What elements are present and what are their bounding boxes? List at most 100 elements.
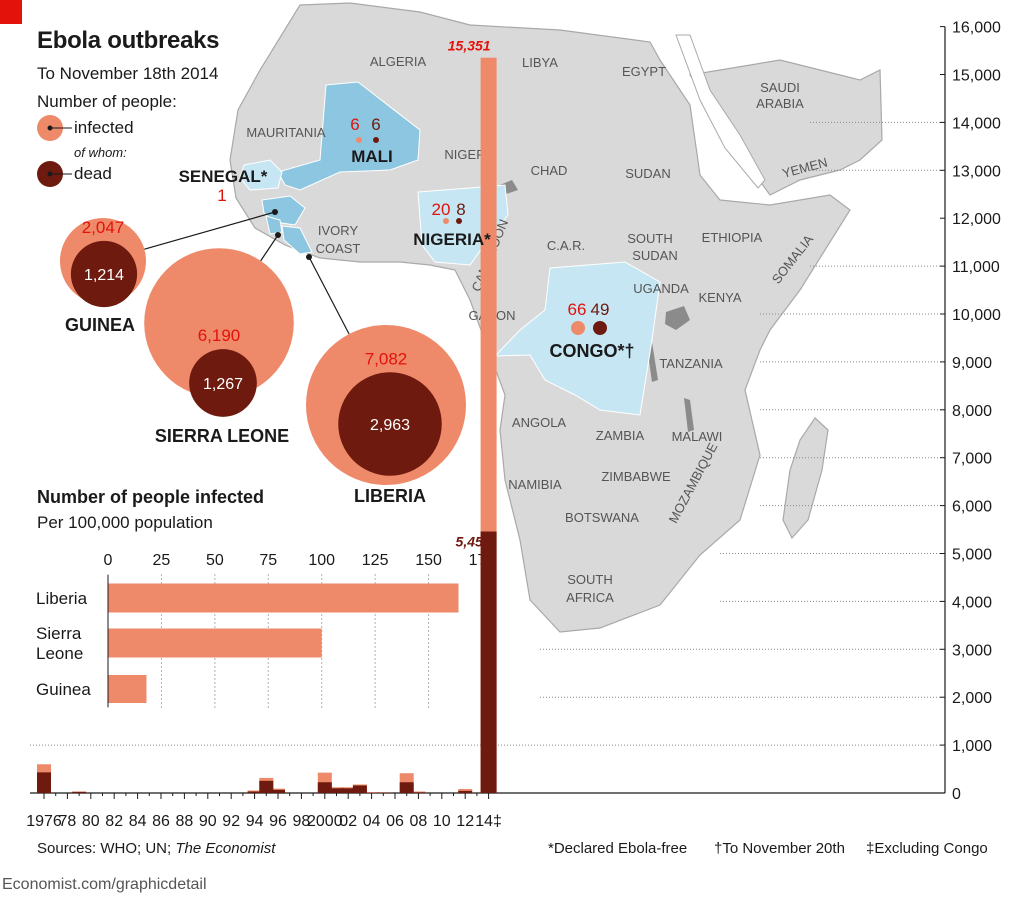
leader-sierra-leone — [260, 234, 279, 262]
timeline-2014-infected-label: 15,351 — [448, 38, 491, 54]
congo-highlight — [493, 261, 661, 416]
country-name-south-sudan-2: SUDAN — [632, 248, 678, 263]
timeline-bar-dead-2002 — [341, 788, 356, 793]
country-name-botswana: BOTSWANA — [565, 510, 639, 525]
timeline-y-tick-15: 15,000 — [952, 68, 1001, 85]
dead-count-mali: 6 — [371, 115, 380, 134]
country-name-chad: CHAD — [531, 163, 568, 178]
timeline-bar-dead-2014 — [480, 531, 497, 793]
infected-count-congo: 66 — [568, 300, 587, 319]
country-label-sierra-leone: SIERRA LEONE — [155, 426, 289, 446]
outbreak-bubbles: 2,047 1,214 GUINEA 6,190 1,267 SIERRA LEONE 7,… — [37, 115, 635, 506]
timeline-y-tick-1: 1,000 — [952, 738, 992, 755]
bubble-dead-liberia — [338, 372, 442, 476]
timeline-bar-infected-2004 — [364, 792, 379, 793]
timeline-y-tick-0: 0 — [952, 786, 961, 803]
country-name-mauritania: MAURITANIA — [246, 125, 326, 140]
bubble-infected-label-sierra-leone: 6,190 — [198, 326, 241, 345]
timeline-x-tick-17: 10 — [433, 813, 451, 830]
country-label-congo: CONGO*† — [549, 341, 634, 361]
country-name-namibia: NAMIBIA — [508, 477, 562, 492]
timeline-x-tick-13: 02 — [339, 813, 357, 830]
timeline-y-tick-10: 10,000 — [952, 307, 1001, 324]
footnote-ebola-free: *Declared Ebola-free — [548, 840, 688, 857]
timeline-x-tick-7: 90 — [199, 813, 217, 830]
timeline-y-tick-5: 5,000 — [952, 547, 992, 564]
country-name-south-africa-2: AFRICA — [566, 590, 614, 605]
timeline-x-tick-6: 88 — [176, 813, 194, 830]
country-name-ivory-coast-1: IVORY — [318, 223, 359, 238]
timeline-x-tick-15: 06 — [386, 813, 404, 830]
timeline-bar-dead-1979 — [72, 791, 87, 793]
infected-count-senegal: 1 — [217, 186, 226, 205]
liberia-highlight — [281, 225, 313, 255]
country-name-uganda: UGANDA — [633, 281, 689, 296]
page-subtitle: To November 18th 2014 — [37, 64, 219, 83]
timeline-x-tick-1: 78 — [59, 813, 77, 830]
timeline-y-tick-4: 4,000 — [952, 594, 992, 611]
anchor-dot-liberia — [306, 254, 312, 260]
legend-infected-label: infected — [74, 118, 134, 137]
timeline-x-tick-8: 92 — [222, 813, 240, 830]
bar-x-tick-0: 0 — [104, 552, 113, 569]
timeline-bar-dead-2007 — [399, 782, 414, 793]
timeline-y-tick-3: 3,000 — [952, 642, 992, 659]
timeline-x-tick-9: 94 — [246, 813, 264, 830]
bar-category-sierra-leone-line2: Leone — [36, 644, 83, 663]
anchor-dot-guinea — [272, 209, 278, 215]
timeline-y-tick-14: 14,000 — [952, 115, 1001, 132]
source-url: Economist.com/graphicdetail — [2, 876, 207, 893]
timeline-y-tick-6: 6,000 — [952, 499, 992, 516]
bubble-infected-sierra-leone — [144, 248, 294, 398]
timeline-y-tick-9: 9,000 — [952, 355, 992, 372]
timeline-bar-dead-1996 — [271, 789, 285, 793]
madagascar — [782, 417, 829, 540]
sources: Sources: WHO; UN; The Economist — [37, 840, 275, 857]
timeline-bar-dead-1995 — [259, 780, 274, 793]
country-name-angola: ANGOLA — [512, 415, 567, 430]
timeline-x-tick-0: 1976 — [26, 813, 62, 830]
bubble-dead-label-guinea: 1,214 — [84, 267, 124, 284]
timeline-x-tick-14: 04 — [363, 813, 381, 830]
country-name-algeria: ALGERIA — [370, 54, 427, 69]
timeline-bar-dead-2003 — [352, 785, 367, 793]
timeline-bar-dead-2000 — [317, 782, 332, 793]
infected-dot-mali — [356, 137, 362, 143]
lake-malawi — [684, 398, 694, 432]
timeline-y-tick-7: 7,000 — [952, 451, 992, 468]
country-name-zambia: ZAMBIA — [596, 428, 645, 443]
legend-dead-label: dead — [74, 164, 112, 183]
timeline-y-tick-8: 8,000 — [952, 403, 992, 420]
timeline-x-tick-18: 12 — [456, 813, 474, 830]
bubble-infected-label-liberia: 7,082 — [365, 349, 408, 368]
footnote-excluding-congo: ‡Excluding Congo — [866, 840, 988, 857]
legend-title: Number of people: — [37, 92, 177, 111]
mali-highlight — [277, 81, 421, 191]
dead-count-congo: 49 — [591, 300, 610, 319]
infected-count-mali: 6 — [350, 115, 359, 134]
bar-x-tick-1: 25 — [153, 552, 171, 569]
timeline-bar-dead-2001 — [329, 788, 344, 793]
timeline-x-tick-3: 82 — [105, 813, 123, 830]
timeline-x-tick-16: 08 — [410, 813, 428, 830]
dead-dot-mali — [373, 137, 379, 143]
country-name-libya: LIBYA — [522, 55, 558, 70]
country-name-saudi-arabia-1: SAUDI — [760, 80, 800, 95]
sources-italic: The Economist — [175, 840, 276, 857]
per-capita-bar-chart: 0255075100125150175LiberiaSierraLeoneGui… — [36, 552, 495, 708]
bar-liberia — [108, 583, 459, 613]
bar-x-tick-5: 125 — [362, 552, 389, 569]
infected-dot-nigeria — [443, 218, 449, 224]
timeline-bar-dead-2008 — [411, 792, 426, 793]
country-name-ethiopia: ETHIOPIA — [702, 230, 763, 245]
country-name-c-a-r: C.A.R. — [547, 238, 585, 253]
economist-red-tag — [0, 0, 22, 24]
country-name-saudi-arabia-2: ARABIA — [756, 96, 804, 111]
country-name-south-sudan-1: SOUTH — [627, 231, 673, 246]
legend-infected-dot — [47, 125, 53, 131]
timeline-x-tick-12: 2000 — [307, 813, 343, 830]
bar-sierra-leone — [108, 628, 322, 658]
bar-x-tick-2: 50 — [206, 552, 224, 569]
lake-victoria — [665, 306, 690, 330]
bubble-infected-label-guinea: 2,047 — [82, 218, 125, 237]
